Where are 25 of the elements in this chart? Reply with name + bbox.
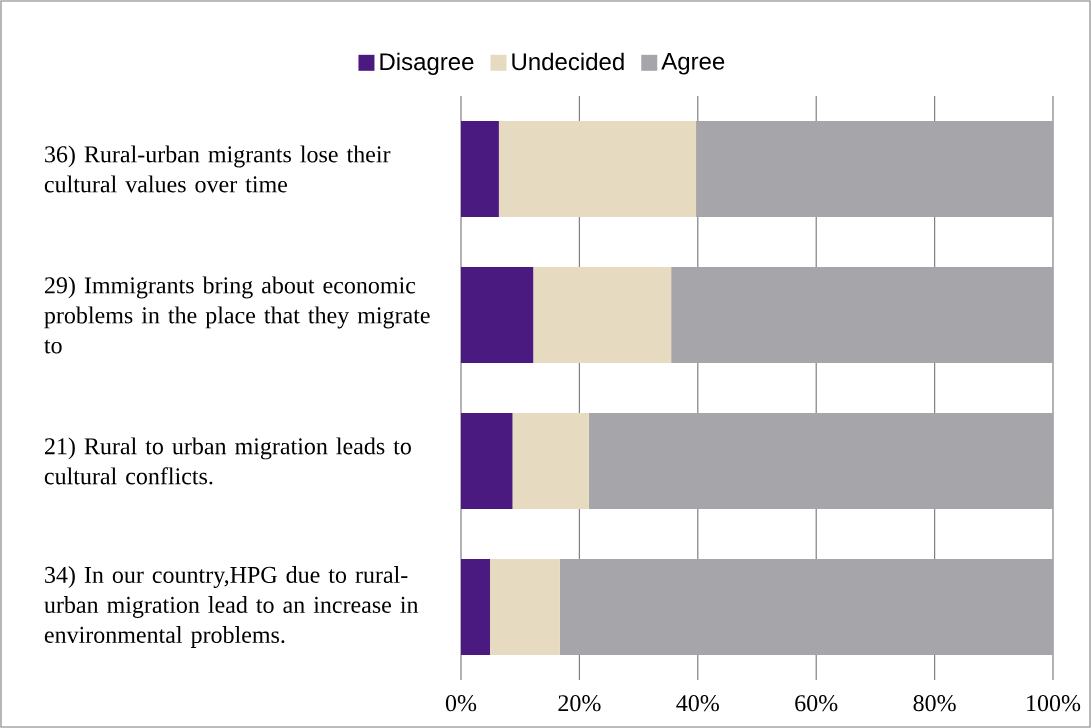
- legend-label: Agree: [661, 53, 725, 75]
- y-tick-label: 34) In our country,HPG due to rural-urban migration lead to an increase in environmental problems.: [44, 566, 419, 648]
- bar: [696, 121, 1054, 218]
- bar: [461, 559, 491, 656]
- bar: [533, 267, 672, 363]
- x-tick-label: 80%: [913, 695, 956, 712]
- bar: [559, 559, 1054, 656]
- legend-label: Disagree: [380, 52, 474, 75]
- bar: [671, 267, 1054, 363]
- x-tick-label: 0%: [445, 695, 477, 712]
- x-tick-label: 20%: [558, 695, 601, 712]
- bar: [490, 559, 560, 656]
- y-tick-label: 21) Rural to urban migration leads to cultural conflicts.: [44, 437, 411, 485]
- y-tick-label: 29) Immigrants bring about economic problems in the place that they migrate to: [44, 276, 430, 354]
- bar: [461, 413, 513, 509]
- bar: [498, 121, 697, 218]
- bar: [588, 413, 1054, 509]
- bar: [461, 121, 499, 218]
- y-tick-label: 36) Rural-urban migrants lose their cultural values over time: [44, 145, 391, 193]
- x-tick-label: 40%: [676, 695, 719, 712]
- legend-label: Undecided: [512, 52, 624, 71]
- bar: [461, 267, 534, 363]
- bar: [512, 413, 589, 509]
- x-tick-label: 100%: [1027, 695, 1081, 712]
- x-tick-label: 60%: [795, 695, 838, 712]
